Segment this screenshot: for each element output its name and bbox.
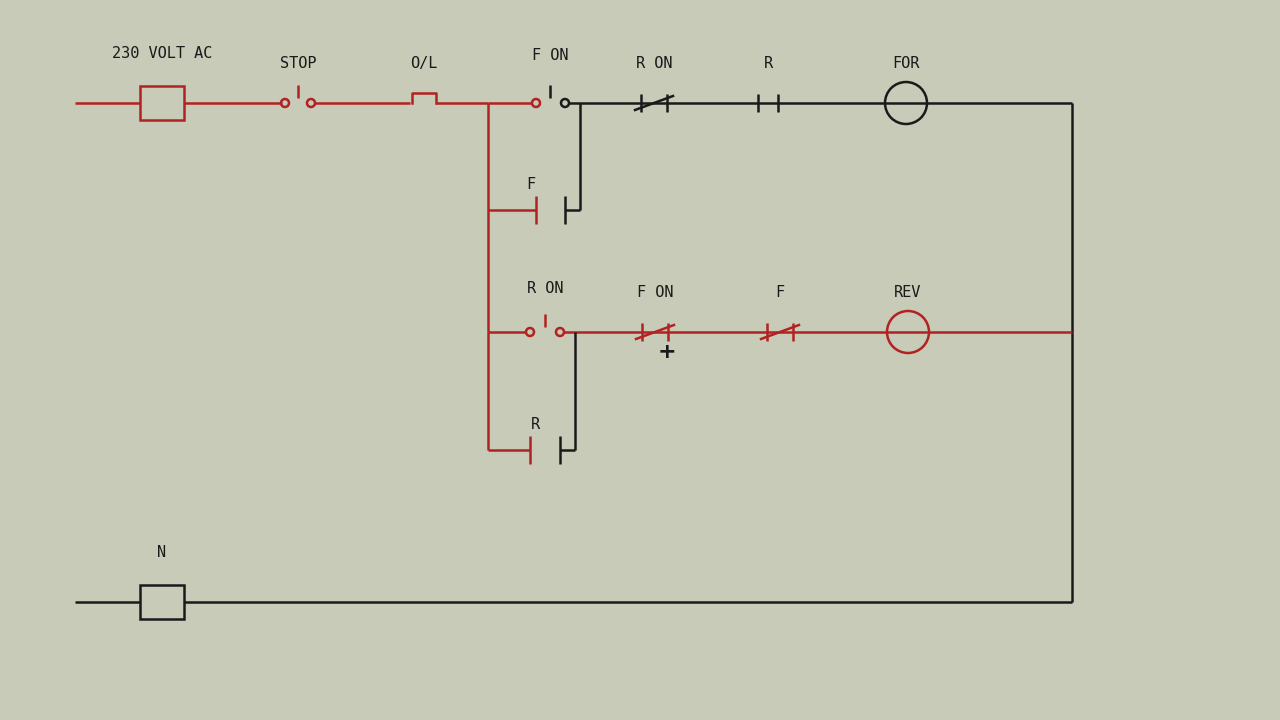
Text: O/L: O/L [411,56,438,71]
Text: F ON: F ON [532,48,568,63]
Text: R: R [763,56,773,71]
Text: N: N [157,545,166,560]
Text: R: R [530,417,540,432]
Text: F: F [526,177,535,192]
Bar [140,86,184,120]
Text: R ON: R ON [636,56,672,71]
Text: FOR: FOR [892,56,920,71]
Text: +: + [658,342,676,362]
Text: REV: REV [895,285,922,300]
Text: R ON: R ON [527,281,563,296]
Text: F ON: F ON [636,285,673,300]
Text: F: F [776,285,785,300]
Text: 230 VOLT AC: 230 VOLT AC [111,46,212,61]
Bar [140,585,184,619]
Text: STOP: STOP [280,56,316,71]
